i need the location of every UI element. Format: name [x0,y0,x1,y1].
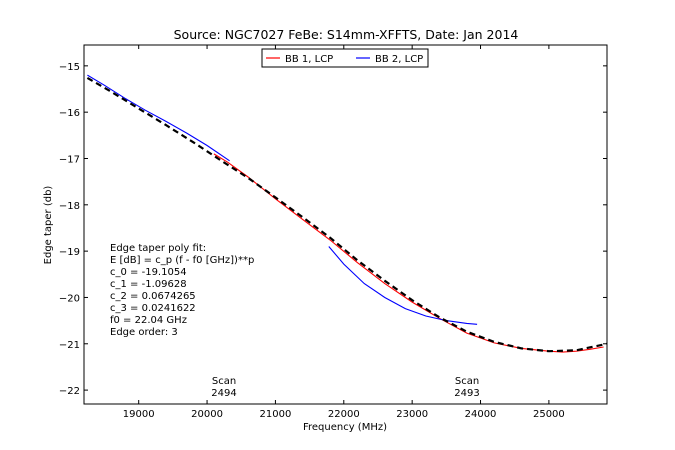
x-tick-label: 22000 [328,409,360,420]
fit-line-6: f0 = 22.04 GHz [110,315,187,326]
legend-box [261,48,429,68]
y-axis-label: Edge taper (db) [43,186,54,265]
series-line-0 [213,153,604,353]
x-axis-label: Frequency (MHz) [303,422,387,433]
legend-label-bb2: BB 2, LCP [375,54,423,65]
x-tick-label: 23000 [396,409,428,420]
x-tick-label: 19000 [123,409,155,420]
legend-label-bb1: BB 1, LCP [285,54,333,65]
y-tick-label: −16 [59,108,80,119]
y-tick-label: −18 [59,201,80,212]
series-line-1 [87,74,230,162]
scan-number: 2494 [211,388,236,399]
scan-annotation-2494: Scan 2494 [211,376,236,399]
scan-number: 2493 [454,388,479,399]
scan-annotation-2493: Scan 2493 [454,376,479,399]
x-axis-ticks: 19000 20000 21000 22000 23000 24000 25000 [123,45,565,420]
chart-title: Source: NGC7027 FeBe: S14mm-XFFTS, Date:… [174,27,519,42]
fit-line-1: E [dB] = c_p (f - f0 [GHz])**p [110,255,254,266]
series-layer [86,74,608,353]
fit-line-5: c_3 = 0.0241622 [110,303,196,314]
y-tick-label: −17 [59,154,80,165]
legend: BB 1, LCP BB 2, LCP [261,48,429,68]
x-tick-label: 25000 [533,409,565,420]
fit-line-4: c_2 = 0.0674265 [110,291,196,302]
x-tick-label: 21000 [260,409,292,420]
y-tick-label: −22 [59,386,80,397]
fit-annotation: Edge taper poly fit: E [dB] = c_p (f - f… [110,243,254,338]
x-tick-label: 24000 [465,409,497,420]
fit-line-3: c_1 = -1.09628 [110,279,187,290]
x-tick-label: 20000 [191,409,223,420]
y-tick-label: −15 [59,62,80,73]
fit-line-2: c_0 = -19.1054 [110,267,187,278]
fit-line-0: Edge taper poly fit: [110,243,206,254]
y-tick-label: −20 [59,293,80,304]
plot-area [83,44,608,405]
scan-label: Scan [455,376,479,387]
scan-label: Scan [212,376,236,387]
y-axis-ticks: −15 −16 −17 −18 −19 −20 −21 −22 [59,62,607,397]
series-line-1-segment-2 [328,246,478,325]
y-tick-label: −21 [59,340,80,351]
y-tick-label: −19 [59,247,80,258]
fit-line-7: Edge order: 3 [110,327,178,338]
